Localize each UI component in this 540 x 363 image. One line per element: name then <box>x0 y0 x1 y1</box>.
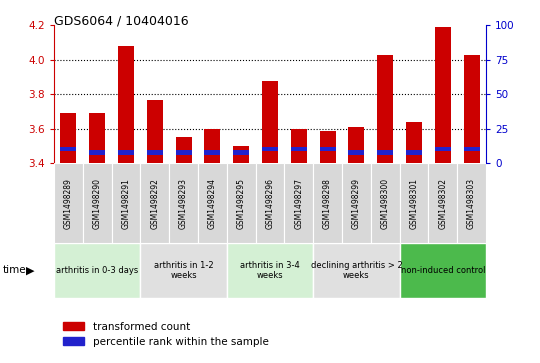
Bar <box>60 113 76 163</box>
FancyBboxPatch shape <box>112 163 140 243</box>
FancyBboxPatch shape <box>400 243 486 298</box>
Text: GSM1498298: GSM1498298 <box>323 178 332 229</box>
FancyBboxPatch shape <box>342 163 371 243</box>
Bar <box>348 150 364 155</box>
Text: GSM1498303: GSM1498303 <box>467 178 476 229</box>
Bar <box>435 27 451 163</box>
Bar <box>147 150 163 155</box>
FancyBboxPatch shape <box>198 163 227 243</box>
Bar <box>406 122 422 163</box>
Bar <box>176 150 192 155</box>
FancyBboxPatch shape <box>428 163 457 243</box>
FancyBboxPatch shape <box>140 243 227 298</box>
Legend: transformed count, percentile rank within the sample: transformed count, percentile rank withi… <box>59 317 273 351</box>
Bar <box>60 147 76 151</box>
Bar <box>464 147 480 151</box>
Bar <box>118 46 134 163</box>
Bar <box>118 150 134 155</box>
Bar <box>320 147 335 151</box>
Bar <box>377 55 393 163</box>
Text: GSM1498299: GSM1498299 <box>352 178 361 229</box>
Bar <box>89 150 105 155</box>
Bar <box>464 55 480 163</box>
Bar <box>233 150 249 155</box>
Text: GSM1498300: GSM1498300 <box>381 178 390 229</box>
Text: GSM1498294: GSM1498294 <box>208 178 217 229</box>
Bar <box>291 129 307 163</box>
Bar <box>262 147 278 151</box>
Bar <box>176 138 192 163</box>
Text: declining arthritis > 2
weeks: declining arthritis > 2 weeks <box>310 261 402 280</box>
FancyBboxPatch shape <box>400 163 428 243</box>
Text: GSM1498296: GSM1498296 <box>266 178 274 229</box>
Bar <box>147 99 163 163</box>
FancyBboxPatch shape <box>169 163 198 243</box>
FancyBboxPatch shape <box>371 163 400 243</box>
Bar <box>89 113 105 163</box>
Bar <box>291 147 307 151</box>
Text: GSM1498297: GSM1498297 <box>294 178 303 229</box>
Text: GDS6064 / 10404016: GDS6064 / 10404016 <box>54 15 188 28</box>
Bar <box>205 150 220 155</box>
Bar <box>435 147 451 151</box>
Bar <box>205 129 220 163</box>
Text: GSM1498302: GSM1498302 <box>438 178 447 229</box>
FancyBboxPatch shape <box>457 163 486 243</box>
FancyBboxPatch shape <box>255 163 285 243</box>
Text: arthritis in 3-4
weeks: arthritis in 3-4 weeks <box>240 261 300 280</box>
FancyBboxPatch shape <box>227 243 313 298</box>
FancyBboxPatch shape <box>285 163 313 243</box>
Text: GSM1498301: GSM1498301 <box>409 178 418 229</box>
Text: GSM1498295: GSM1498295 <box>237 178 246 229</box>
Bar <box>406 150 422 155</box>
Text: GSM1498290: GSM1498290 <box>93 178 102 229</box>
Bar <box>348 127 364 163</box>
Text: arthritis in 0-3 days: arthritis in 0-3 days <box>56 266 138 275</box>
Bar <box>377 150 393 155</box>
Text: ▶: ▶ <box>26 265 35 276</box>
FancyBboxPatch shape <box>83 163 112 243</box>
Bar <box>320 131 335 163</box>
Text: non-induced control: non-induced control <box>401 266 485 275</box>
FancyBboxPatch shape <box>54 163 83 243</box>
Bar <box>262 81 278 163</box>
FancyBboxPatch shape <box>313 243 400 298</box>
Text: GSM1498292: GSM1498292 <box>150 178 159 229</box>
FancyBboxPatch shape <box>54 243 140 298</box>
Text: GSM1498291: GSM1498291 <box>122 178 131 229</box>
FancyBboxPatch shape <box>227 163 255 243</box>
Text: GSM1498293: GSM1498293 <box>179 178 188 229</box>
Text: GSM1498289: GSM1498289 <box>64 178 73 229</box>
FancyBboxPatch shape <box>140 163 169 243</box>
Text: time: time <box>3 265 26 276</box>
FancyBboxPatch shape <box>313 163 342 243</box>
Bar <box>233 146 249 163</box>
Text: arthritis in 1-2
weeks: arthritis in 1-2 weeks <box>154 261 213 280</box>
